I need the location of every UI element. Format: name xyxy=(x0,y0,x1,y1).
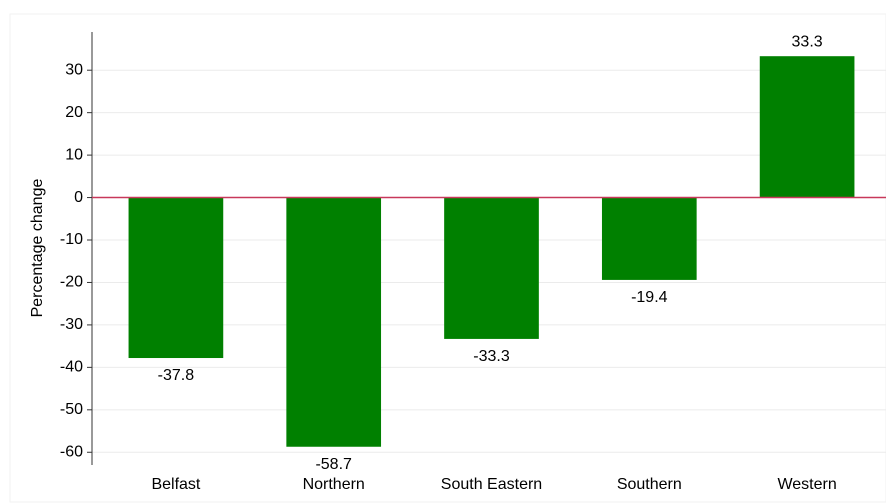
y-tick-label: 10 xyxy=(65,146,83,163)
bar xyxy=(601,197,697,280)
y-tick-label: -10 xyxy=(60,231,83,248)
x-tick-label: Northern xyxy=(303,476,365,493)
y-tick-label: 30 xyxy=(65,61,83,78)
value-label: 33.3 xyxy=(792,33,823,50)
x-tick-label: South Eastern xyxy=(441,476,542,493)
y-axis-label: Percentage change xyxy=(29,179,46,318)
bar xyxy=(759,56,855,198)
bar xyxy=(128,197,224,359)
y-tick-label: -30 xyxy=(60,316,83,333)
value-label: -33.3 xyxy=(473,348,510,365)
value-label: -19.4 xyxy=(631,289,668,306)
x-tick-label: Western xyxy=(777,476,836,493)
value-label: -58.7 xyxy=(315,456,352,473)
frame xyxy=(9,13,886,503)
y-tick-label: 20 xyxy=(65,104,83,121)
bar xyxy=(286,197,382,447)
x-tick-label: Southern xyxy=(617,476,682,493)
y-tick-label: -60 xyxy=(60,443,83,460)
x-tick-label: Belfast xyxy=(151,476,200,493)
y-tick-label: -20 xyxy=(60,274,83,291)
y-tick-label: 0 xyxy=(74,189,83,206)
y-tick-label: -40 xyxy=(60,359,83,376)
value-label: -37.8 xyxy=(158,367,195,384)
bar xyxy=(444,197,539,339)
y-tick-label: -50 xyxy=(60,401,83,418)
